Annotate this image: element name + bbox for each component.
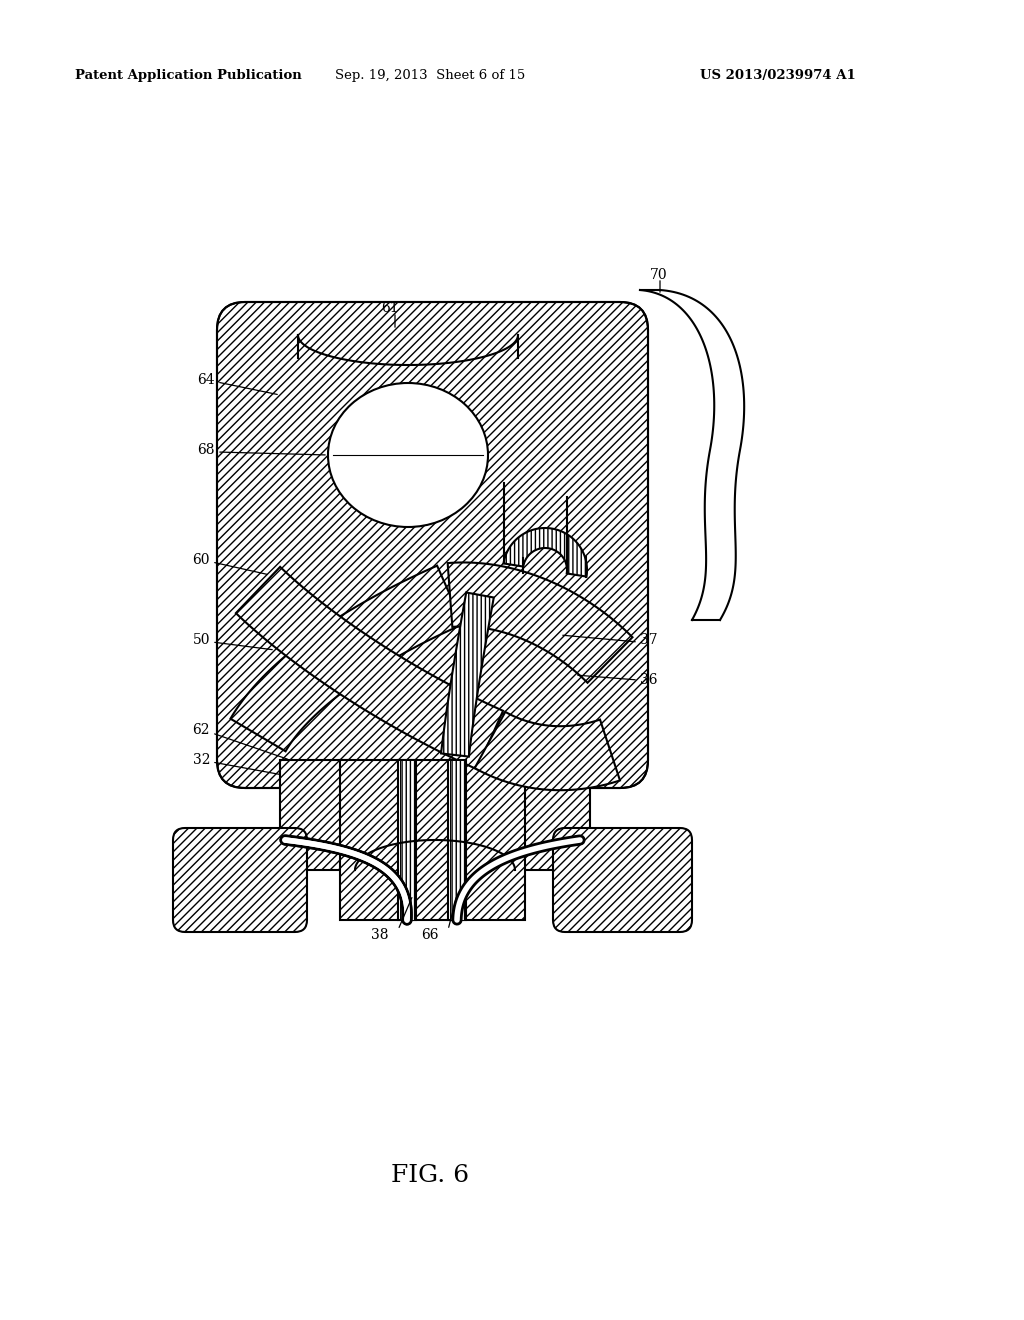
Text: FIG. 6: FIG. 6 (391, 1163, 469, 1187)
Bar (400, 760, 414, 920)
Text: 60: 60 (193, 553, 210, 568)
Bar (398, 760, 416, 920)
Polygon shape (447, 562, 633, 682)
Text: 32: 32 (193, 752, 210, 767)
Text: 38: 38 (372, 928, 389, 942)
Text: US 2013/0239974 A1: US 2013/0239974 A1 (700, 69, 856, 82)
Bar (280, 760, 350, 870)
Text: 36: 36 (640, 673, 657, 686)
Polygon shape (441, 593, 494, 756)
Polygon shape (236, 566, 503, 770)
Text: 64: 64 (198, 374, 215, 387)
Text: 68: 68 (198, 444, 215, 457)
FancyBboxPatch shape (553, 828, 692, 932)
Text: 70: 70 (650, 268, 668, 282)
Text: 66: 66 (421, 928, 438, 942)
Text: 37: 37 (640, 634, 657, 647)
Text: Patent Application Publication: Patent Application Publication (75, 69, 302, 82)
Polygon shape (475, 711, 620, 791)
FancyBboxPatch shape (217, 302, 648, 788)
Text: 62: 62 (193, 723, 210, 737)
Text: 61: 61 (381, 301, 398, 315)
Bar (449, 760, 466, 920)
Bar (450, 760, 464, 920)
Polygon shape (230, 566, 463, 751)
Ellipse shape (328, 383, 488, 527)
Polygon shape (504, 528, 587, 577)
Text: 50: 50 (193, 634, 210, 647)
FancyBboxPatch shape (173, 828, 307, 932)
Bar (340, 760, 525, 920)
Text: Sep. 19, 2013  Sheet 6 of 15: Sep. 19, 2013 Sheet 6 of 15 (335, 69, 525, 82)
Bar (520, 760, 590, 870)
